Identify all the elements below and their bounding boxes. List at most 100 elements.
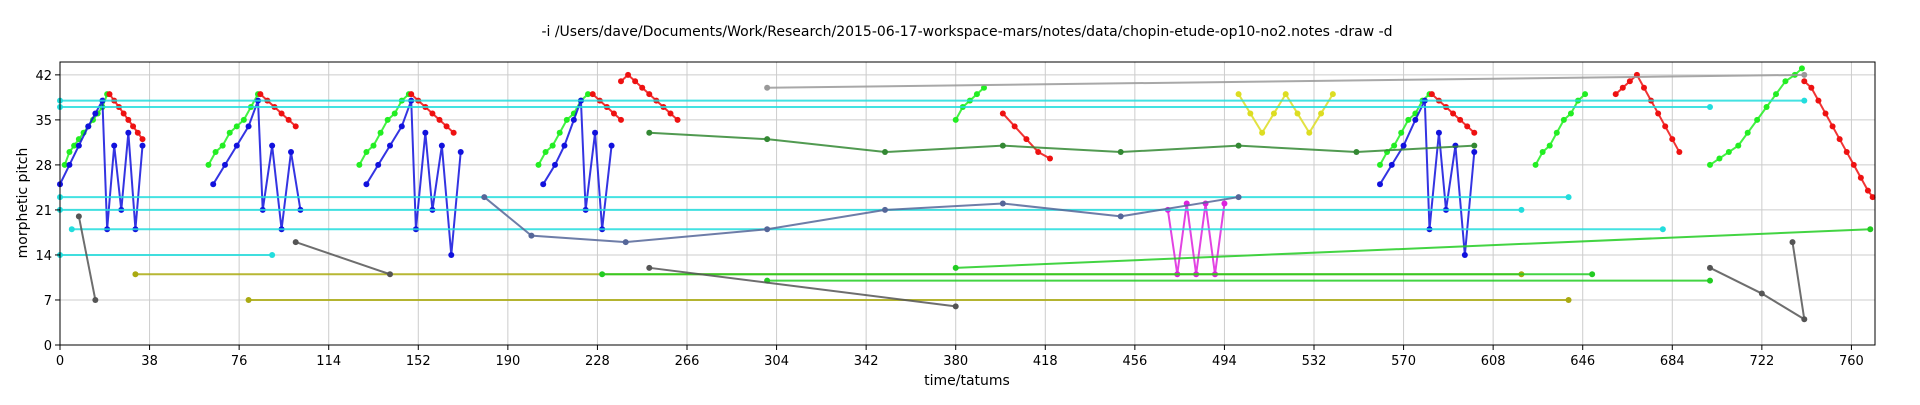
data-point — [1857, 174, 1864, 181]
data-point — [1808, 84, 1815, 91]
data-point — [1405, 116, 1412, 123]
data-point — [1789, 239, 1796, 246]
data-point — [448, 251, 455, 258]
data-point — [1318, 110, 1325, 117]
x-tick-label: 190 — [495, 354, 520, 369]
data-series — [1707, 65, 1805, 168]
data-point — [999, 142, 1006, 149]
data-point — [1707, 161, 1713, 168]
data-point — [1377, 181, 1383, 188]
data-series — [599, 271, 1596, 278]
y-tick-label: 35 — [35, 114, 52, 129]
data-point — [1829, 123, 1836, 130]
data-point — [540, 181, 547, 188]
data-point — [632, 78, 639, 85]
series-line — [649, 131, 1475, 154]
y-tick-label: 14 — [35, 249, 52, 264]
data-series — [75, 213, 99, 303]
series-line — [1615, 73, 1681, 153]
data-point — [1662, 123, 1669, 130]
data-point — [1815, 97, 1822, 104]
data-point — [952, 264, 959, 271]
data-series — [646, 129, 1478, 156]
data-point — [1773, 91, 1779, 98]
series-line — [77, 216, 97, 301]
data-point — [1235, 194, 1242, 201]
data-point — [528, 232, 535, 239]
data-point — [1669, 136, 1676, 143]
data-point — [1619, 84, 1626, 91]
x-tick-label: 608 — [1481, 354, 1506, 369]
data-point — [1518, 206, 1525, 213]
x-tick-label: 114 — [316, 354, 341, 369]
data-point — [1735, 142, 1742, 149]
data-point — [1047, 155, 1053, 162]
data-point — [1867, 226, 1874, 233]
data-point — [1707, 104, 1713, 111]
data-point — [646, 91, 653, 98]
data-point — [1457, 116, 1464, 123]
data-point — [139, 142, 146, 149]
data-point — [481, 194, 488, 201]
x-axis-label: time/tatums — [924, 373, 1010, 389]
data-point — [363, 181, 370, 188]
data-point — [75, 142, 82, 149]
data-point — [384, 116, 391, 123]
data-point — [570, 116, 577, 123]
data-point — [608, 142, 615, 149]
data-point — [130, 123, 137, 130]
y-tick-label: 0 — [44, 339, 52, 354]
data-point — [1567, 110, 1574, 117]
data-point — [1023, 136, 1030, 143]
data-point — [1801, 78, 1808, 85]
x-tick-label: 722 — [1749, 354, 1774, 369]
data-point — [1626, 78, 1633, 85]
data-point — [1532, 161, 1539, 168]
data-point — [1864, 187, 1871, 194]
data-point — [457, 149, 464, 156]
x-tick-label: 304 — [764, 354, 789, 369]
data-point — [981, 84, 987, 91]
data-point — [1758, 290, 1765, 297]
data-point — [269, 142, 276, 149]
data-point — [1565, 296, 1572, 303]
data-point — [764, 136, 771, 143]
data-point — [1539, 149, 1546, 156]
data-point — [1117, 149, 1124, 156]
chart-title: -i /Users/dave/Documents/Work/Research/2… — [541, 24, 1392, 40]
data-point — [1435, 129, 1442, 136]
data-series — [764, 71, 1808, 91]
data-point — [589, 91, 596, 98]
data-point — [1716, 155, 1723, 162]
data-point — [1461, 251, 1468, 258]
series-line — [483, 196, 1239, 244]
data-point — [240, 116, 247, 123]
data-point — [139, 136, 146, 143]
data-point — [92, 296, 99, 303]
series-line — [1709, 241, 1806, 322]
data-point — [1294, 110, 1301, 117]
data-point — [1464, 123, 1471, 130]
data-point — [1011, 123, 1018, 130]
data-point — [1391, 142, 1398, 149]
data-point — [561, 142, 568, 149]
data-point — [387, 142, 393, 149]
data-series — [952, 226, 1874, 271]
data-point — [387, 271, 393, 278]
data-point — [952, 303, 959, 310]
x-tick-label: 380 — [943, 354, 968, 369]
data-point — [1450, 110, 1457, 117]
data-point — [125, 116, 132, 123]
data-series — [646, 264, 959, 310]
y-axis-label: morphetic pitch — [15, 148, 31, 259]
data-point — [1801, 71, 1808, 78]
data-series — [1801, 78, 1876, 201]
plot-area-frame — [59, 61, 1876, 346]
data-point — [257, 91, 264, 98]
data-point — [556, 129, 563, 136]
data-point — [71, 142, 78, 149]
data-point — [1836, 136, 1843, 143]
data-point — [111, 142, 118, 149]
data-point — [1801, 316, 1808, 323]
